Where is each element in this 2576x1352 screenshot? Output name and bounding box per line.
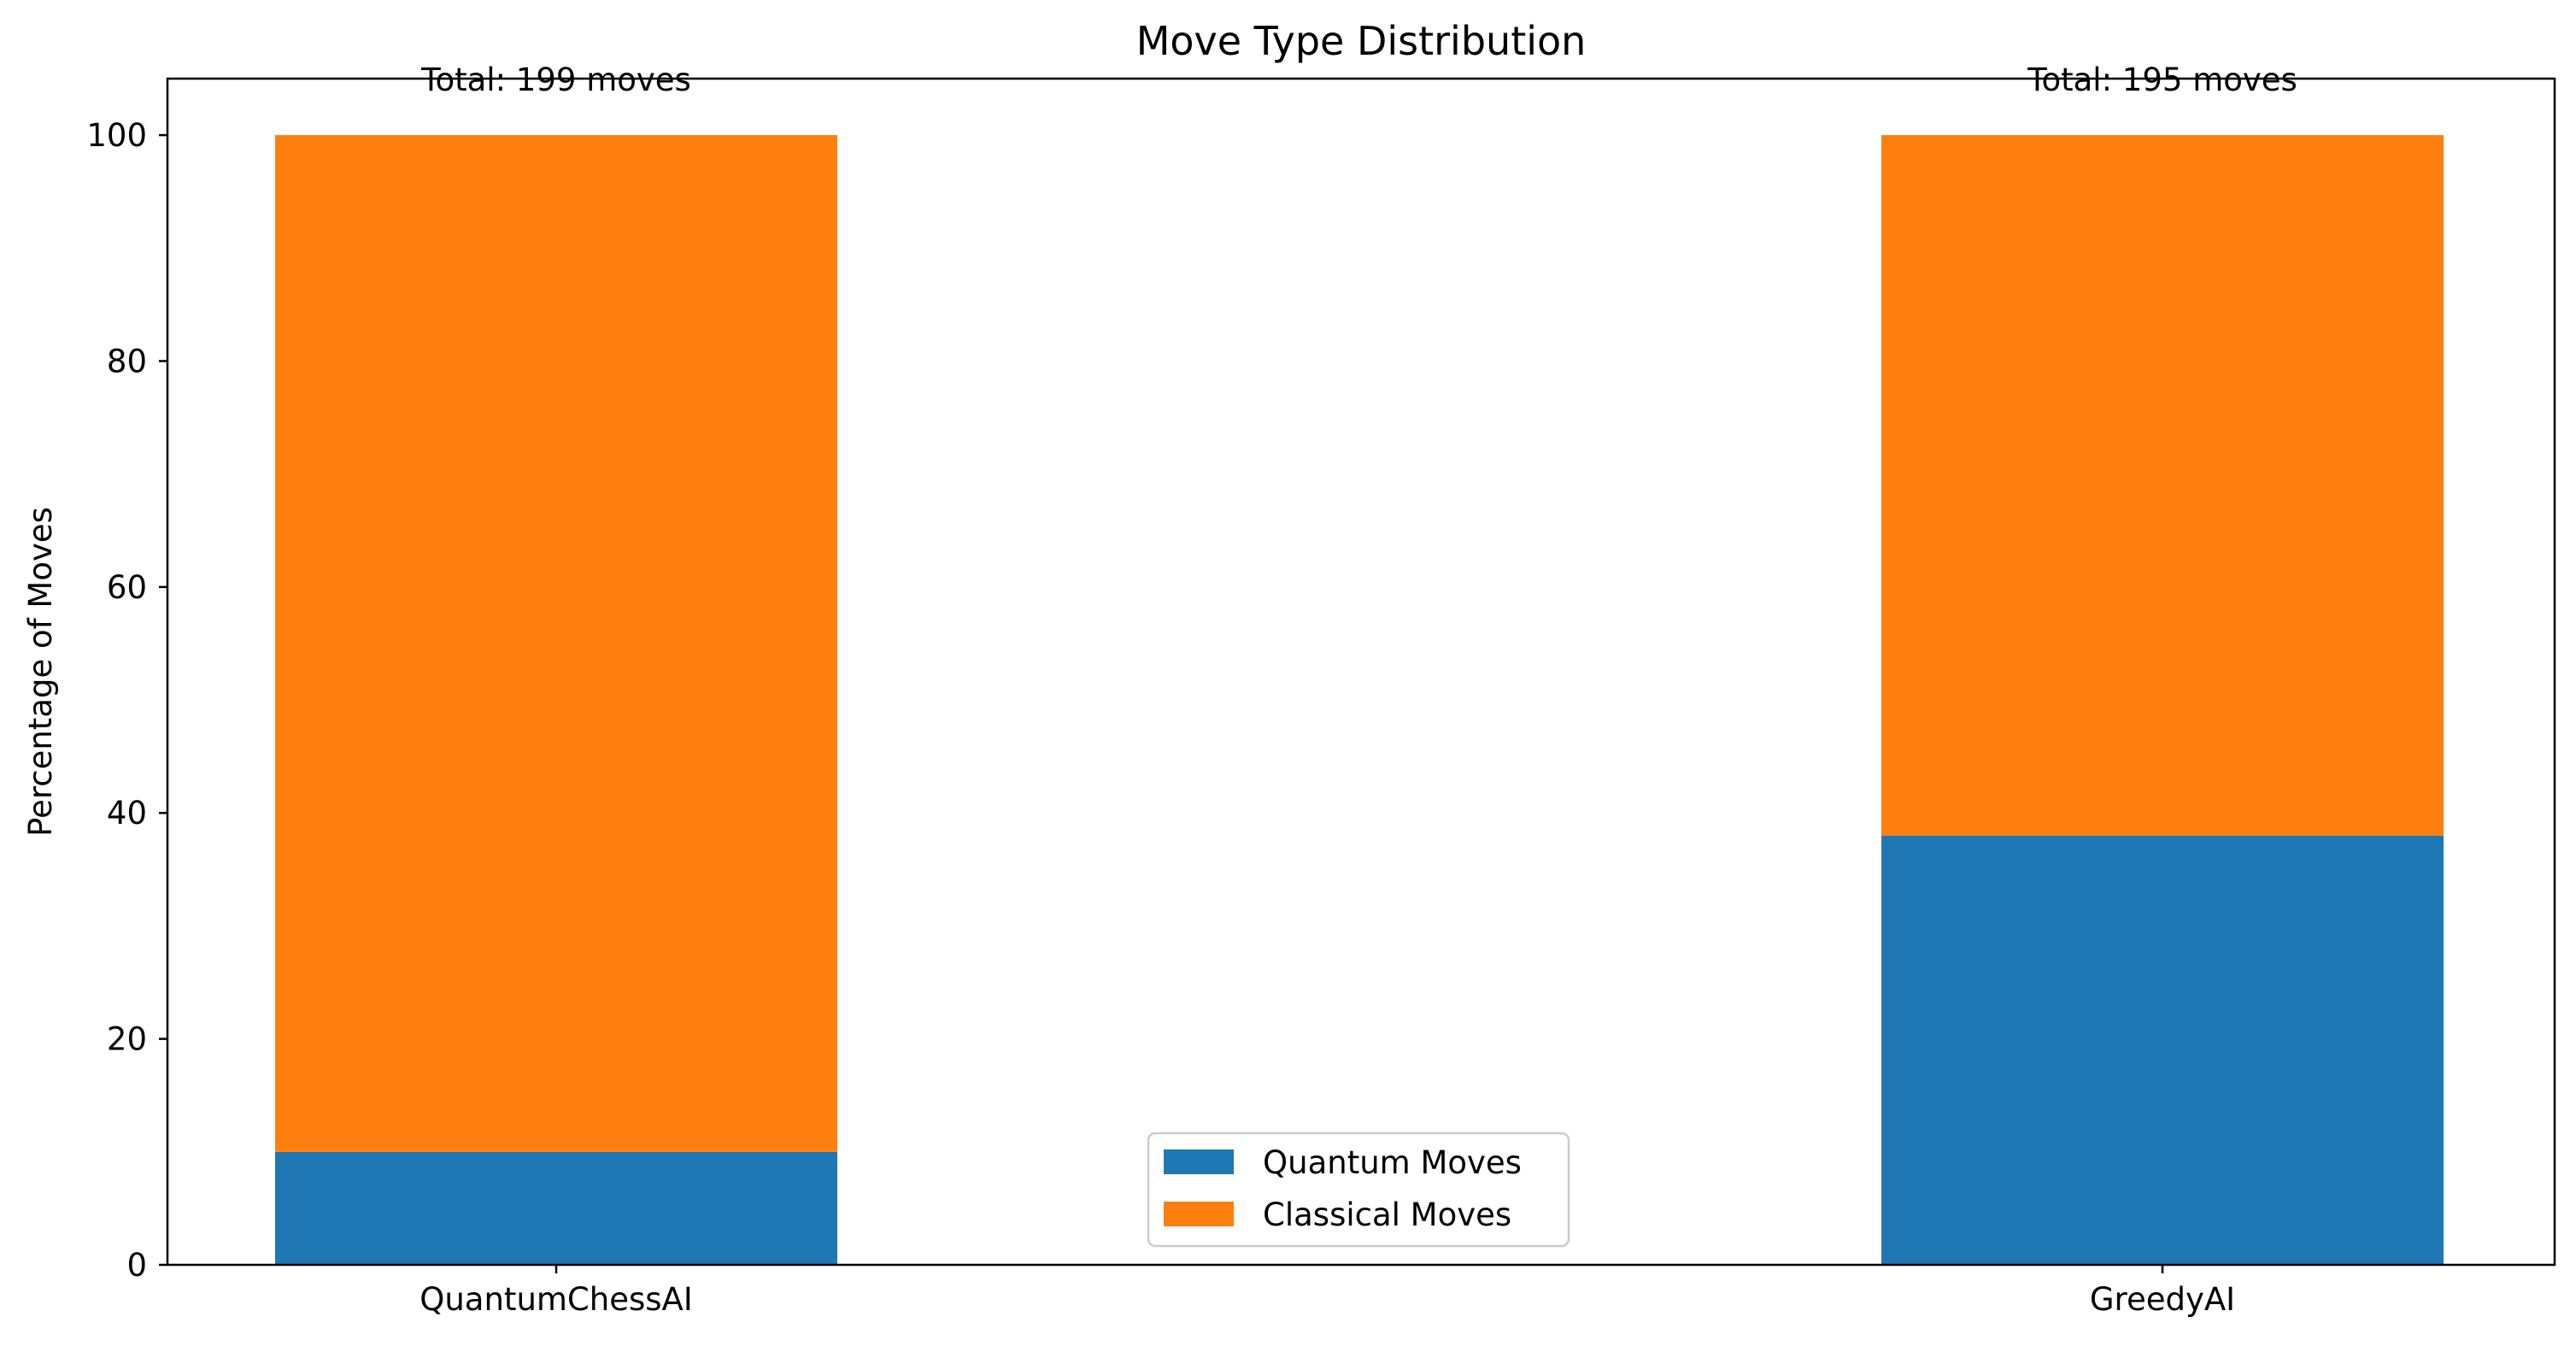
bar-classical-moves-greedyai <box>1881 135 2444 836</box>
legend-label-quantum-moves: Quantum Moves <box>1263 1144 1522 1181</box>
legend-swatch-quantum-moves <box>1164 1149 1234 1174</box>
bar-quantum-moves-greedyai <box>1881 835 2444 1265</box>
chart-title: Move Type Distribution <box>1136 18 1587 64</box>
annotations-layer: Total: 199 moves Total: 195 moves <box>420 62 2297 98</box>
y-tick-label-60: 60 <box>107 569 147 606</box>
bar-quantum-moves-quantumchessai <box>275 1151 837 1265</box>
y-axis-label: Percentage of Moves <box>22 507 59 837</box>
total-annotation-quantumchessai: Total: 199 moves <box>420 62 691 98</box>
y-tick-label-40: 40 <box>107 795 147 832</box>
y-tick-label-80: 80 <box>107 343 147 379</box>
x-tick-label-greedyai: GreedyAI <box>2090 1281 2235 1318</box>
y-tick-label-100: 100 <box>86 117 147 154</box>
bars-layer <box>275 135 2444 1265</box>
legend-frame <box>1147 1132 1570 1248</box>
legend-swatch-classical-moves <box>1164 1202 1234 1226</box>
total-annotation-greedyai: Total: 195 moves <box>2027 62 2297 98</box>
y-tick-label-0: 0 <box>126 1247 147 1284</box>
axes-layer: QuantumChessAI GreedyAI 0 20 40 60 80 100 <box>86 117 2235 1318</box>
plot-area-frame <box>166 77 2556 1267</box>
bar-classical-moves-quantumchessai <box>275 135 837 1152</box>
legend: Quantum Moves Classical Moves <box>1147 1132 1570 1248</box>
y-tick-label-20: 20 <box>107 1021 147 1058</box>
legend-label-classical-moves: Classical Moves <box>1263 1196 1511 1233</box>
x-tick-label-quantumchessai: QuantumChessAI <box>420 1281 693 1318</box>
